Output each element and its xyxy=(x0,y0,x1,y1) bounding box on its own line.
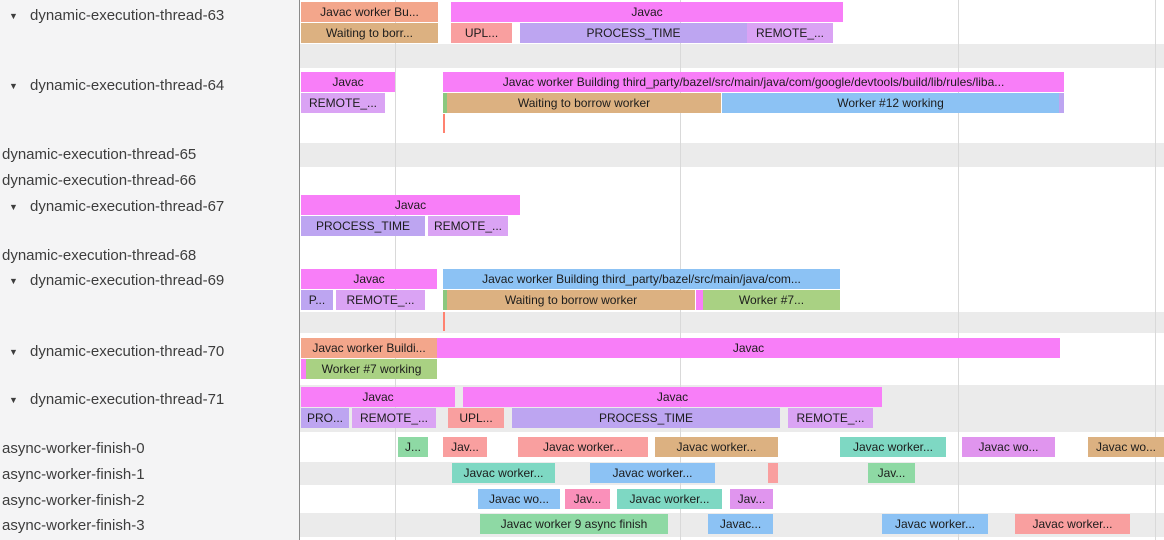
trace-event-bar[interactable]: Worker #7... xyxy=(703,290,840,310)
track-label: async-worker-finish-0 xyxy=(2,440,145,457)
time-gridline xyxy=(958,0,959,540)
expand-triangle-icon[interactable]: ▼ xyxy=(9,276,18,286)
trace-event-bar[interactable] xyxy=(443,93,447,113)
trace-event-bar[interactable]: Javac worker Bu... xyxy=(301,2,438,22)
track-label: dynamic-execution-thread-71 xyxy=(30,391,225,408)
track-label: dynamic-execution-thread-64 xyxy=(30,77,225,94)
sidebar-track-dynamic-execution-thread-67[interactable]: ▼ dynamic-execution-thread-67 xyxy=(0,196,299,218)
trace-event-bar[interactable]: Waiting to borrow worker xyxy=(447,290,695,310)
trace-event-bar[interactable] xyxy=(768,463,778,483)
track-label: async-worker-finish-1 xyxy=(2,466,145,483)
trace-event-bar[interactable]: Javac wo... xyxy=(962,437,1055,457)
trace-event-bar[interactable]: Worker #7 working xyxy=(306,359,437,379)
trace-event-bar[interactable]: REMOTE_... xyxy=(747,23,833,43)
instant-event-tick[interactable] xyxy=(443,312,445,331)
sidebar-track-dynamic-execution-thread-63[interactable]: ▼ dynamic-execution-thread-63 xyxy=(0,5,299,27)
track-label: dynamic-execution-thread-70 xyxy=(30,343,225,360)
trace-event-bar[interactable]: J... xyxy=(398,437,428,457)
track-label: dynamic-execution-thread-69 xyxy=(30,272,225,289)
trace-event-bar[interactable]: Waiting to borrow worker xyxy=(447,93,721,113)
timeline-canvas[interactable]: Javac worker Bu... Javac Waiting to borr..… xyxy=(300,0,1164,540)
trace-event-bar[interactable]: Javac worker... xyxy=(617,489,722,509)
trace-event-bar[interactable]: Javac worker 9 async finish xyxy=(480,514,668,534)
trace-event-bar[interactable]: Jav... xyxy=(868,463,915,483)
expand-triangle-icon[interactable]: ▼ xyxy=(9,347,18,357)
trace-event-bar[interactable]: Javac... xyxy=(708,514,773,534)
trace-event-bar[interactable]: Javac wo... xyxy=(478,489,560,509)
trace-event-bar[interactable]: Javac worker Buildi... xyxy=(301,338,437,358)
trace-event-bar[interactable]: Javac worker Building third_party/bazel/… xyxy=(443,72,1064,92)
sidebar-track-async-worker-finish-3[interactable]: async-worker-finish-3 xyxy=(0,515,299,537)
trace-event-bar[interactable]: Javac worker... xyxy=(590,463,715,483)
sidebar-track-dynamic-execution-thread-71[interactable]: ▼ dynamic-execution-thread-71 xyxy=(0,389,299,411)
track-label: async-worker-finish-3 xyxy=(2,517,145,534)
trace-event-bar[interactable]: Javac worker... xyxy=(452,463,555,483)
trace-event-bar[interactable]: Javac worker... xyxy=(840,437,946,457)
time-gridline xyxy=(1155,0,1156,540)
trace-event-bar[interactable] xyxy=(1059,93,1064,113)
sidebar-track-async-worker-finish-0[interactable]: async-worker-finish-0 xyxy=(0,438,299,460)
sidebar-track-async-worker-finish-1[interactable]: async-worker-finish-1 xyxy=(0,464,299,486)
sidebar-track-dynamic-execution-thread-68[interactable]: dynamic-execution-thread-68 xyxy=(0,245,299,267)
trace-event-bar[interactable] xyxy=(443,290,447,310)
expand-triangle-icon[interactable]: ▼ xyxy=(9,202,18,212)
trace-event-bar[interactable]: Jav... xyxy=(730,489,773,509)
trace-event-bar[interactable]: Javac xyxy=(451,2,843,22)
trace-event-bar[interactable]: Waiting to borr... xyxy=(301,23,438,43)
expand-triangle-icon[interactable]: ▼ xyxy=(9,11,18,21)
trace-event-bar[interactable]: REMOTE_... xyxy=(301,93,385,113)
trace-event-bar[interactable]: Jav... xyxy=(565,489,610,509)
trace-event-bar[interactable]: REMOTE_... xyxy=(352,408,436,428)
sidebar-track-dynamic-execution-thread-66[interactable]: dynamic-execution-thread-66 xyxy=(0,170,299,192)
trace-event-bar[interactable]: UPL... xyxy=(448,408,504,428)
sidebar-track-dynamic-execution-thread-65[interactable]: dynamic-execution-thread-65 xyxy=(0,144,299,166)
trace-event-bar[interactable]: Javac xyxy=(301,269,437,289)
trace-event-bar[interactable]: REMOTE_... xyxy=(428,216,508,236)
row-stripe xyxy=(300,143,1164,167)
sidebar-track-dynamic-execution-thread-64[interactable]: ▼ dynamic-execution-thread-64 xyxy=(0,75,299,97)
trace-event-bar[interactable]: PRO... xyxy=(301,408,349,428)
trace-event-bar[interactable]: REMOTE_... xyxy=(788,408,873,428)
trace-event-bar[interactable]: Javac xyxy=(301,72,395,92)
trace-event-bar[interactable]: PROCESS_TIME xyxy=(301,216,425,236)
trace-event-bar[interactable]: REMOTE_... xyxy=(336,290,425,310)
trace-event-bar[interactable] xyxy=(301,359,306,379)
sidebar-track-async-worker-finish-2[interactable]: async-worker-finish-2 xyxy=(0,490,299,512)
trace-event-bar[interactable]: Javac worker... xyxy=(655,437,778,457)
track-label: async-worker-finish-2 xyxy=(2,492,145,509)
sidebar-track-dynamic-execution-thread-70[interactable]: ▼ dynamic-execution-thread-70 xyxy=(0,341,299,363)
track-label: dynamic-execution-thread-67 xyxy=(30,198,225,215)
row-stripe xyxy=(300,462,1164,485)
trace-event-bar[interactable]: UPL... xyxy=(451,23,512,43)
instant-event-tick[interactable] xyxy=(443,114,445,133)
track-label: dynamic-execution-thread-66 xyxy=(2,172,197,189)
trace-event-bar[interactable]: Javac xyxy=(463,387,882,407)
row-stripe xyxy=(300,312,1164,333)
trace-event-bar[interactable]: Javac xyxy=(301,195,520,215)
trace-event-bar[interactable]: Javac worker... xyxy=(518,437,648,457)
trace-event-bar[interactable]: PROCESS_TIME xyxy=(520,23,747,43)
track-label: dynamic-execution-thread-63 xyxy=(30,7,225,24)
trace-event-bar[interactable]: Javac worker... xyxy=(1015,514,1130,534)
track-label: dynamic-execution-thread-68 xyxy=(2,247,197,264)
trace-event-bar[interactable]: Javac worker Building third_party/bazel/… xyxy=(443,269,840,289)
expand-triangle-icon[interactable]: ▼ xyxy=(9,81,18,91)
trace-event-bar[interactable]: PROCESS_TIME xyxy=(512,408,780,428)
trace-event-bar[interactable]: Javac xyxy=(437,338,1060,358)
track-label: dynamic-execution-thread-65 xyxy=(2,146,197,163)
trace-event-bar[interactable] xyxy=(696,290,703,310)
trace-event-bar[interactable]: P... xyxy=(301,290,333,310)
trace-event-bar[interactable]: Jav... xyxy=(443,437,487,457)
expand-triangle-icon[interactable]: ▼ xyxy=(9,395,18,405)
track-name-sidebar: ▼ dynamic-execution-thread-63 ▼ dynamic-exe… xyxy=(0,0,300,540)
trace-event-bar[interactable]: Javac xyxy=(301,387,455,407)
trace-event-bar[interactable]: Javac wo... xyxy=(1088,437,1164,457)
trace-event-bar[interactable]: Worker #12 working xyxy=(722,93,1059,113)
trace-event-bar[interactable]: Javac worker... xyxy=(882,514,988,534)
sidebar-track-dynamic-execution-thread-69[interactable]: ▼ dynamic-execution-thread-69 xyxy=(0,270,299,292)
row-stripe xyxy=(300,44,1164,68)
